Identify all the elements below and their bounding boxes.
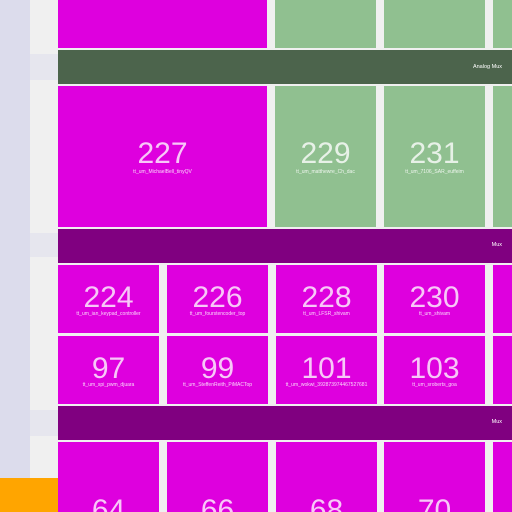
tile-project-name: tt_um_LFSR_shivam: [303, 311, 350, 317]
tile-project-name: tt_um_SteffenReith_PiMACTop: [182, 382, 253, 388]
mux-bar[interactable]: Mux: [58, 229, 512, 263]
tile-64[interactable]: 64: [58, 442, 159, 512]
tile-227[interactable]: 227 tt_um_MichaelBell_tinyQV: [58, 86, 267, 227]
tile-229[interactable]: 229 tt_um_matthewre_Ch_dac: [275, 86, 376, 227]
tile-partial-top[interactable]: [58, 0, 267, 48]
tile-231[interactable]: 231 tt_um_7106_SAR_euffeim: [384, 86, 485, 227]
tile-project-name: tt_um_sroberts_goa: [412, 382, 457, 388]
tile-number: 230: [409, 281, 460, 314]
tile-partial-right[interactable]: [493, 86, 512, 227]
tile-number: 224: [83, 281, 134, 314]
tile-103[interactable]: 103 tt_um_sroberts_goa: [384, 336, 485, 404]
tile-101[interactable]: 101 tt_um_wokwi_392873974467527681: [276, 336, 377, 404]
tile-99[interactable]: 99 tt_um_SteffenReith_PiMACTop: [167, 336, 268, 404]
tile-number: 227: [137, 137, 188, 170]
mux-label: Mux: [491, 419, 502, 425]
tile-number: 101: [301, 352, 352, 385]
tile-project-name: tt_um_ian_keypad_controller: [76, 311, 141, 317]
analog-mux-label: Analog Mux: [472, 64, 502, 70]
orange-block[interactable]: [0, 478, 58, 512]
tile-68[interactable]: 68: [276, 442, 377, 512]
tile-partial-top[interactable]: [493, 0, 512, 48]
tile-project-name: tt_um_wokwi_392873974467527681: [285, 382, 368, 388]
tile-partial-right[interactable]: [493, 442, 512, 512]
tile-number: 70: [417, 494, 452, 512]
gutter: [30, 410, 58, 436]
tile-project-name: tt_um_MichaelBell_tinyQV: [133, 169, 192, 175]
tile-project-name: tt_um_shivam: [418, 311, 451, 317]
tile-226[interactable]: 226 tt_um_fourstencoder_top: [167, 265, 268, 333]
tile-project-name: tt_um_fourstencoder_top: [189, 311, 246, 317]
tile-number: 97: [91, 352, 126, 385]
tile-230[interactable]: 230 tt_um_shivam: [384, 265, 485, 333]
tile-number: 103: [409, 352, 460, 385]
gutter: [30, 54, 58, 80]
tile-66[interactable]: 66: [167, 442, 268, 512]
tile-partial-right[interactable]: [493, 265, 512, 333]
tile-number: 231: [409, 137, 460, 170]
tile-97[interactable]: 97 tt_um_spi_pwm_djuara: [58, 336, 159, 404]
analog-mux-bar[interactable]: Analog Mux: [58, 50, 512, 84]
tile-project-name: tt_um_spi_pwm_djuara: [82, 382, 135, 388]
tile-number: 228: [301, 281, 352, 314]
tile-number: 99: [200, 352, 235, 385]
tile-224[interactable]: 224 tt_um_ian_keypad_controller: [58, 265, 159, 333]
tile-number: 68: [309, 494, 344, 512]
mux-label: Mux: [491, 242, 502, 248]
mux-bar[interactable]: Mux: [58, 406, 512, 440]
tile-project-name: tt_um_matthewre_Ch_dac: [296, 169, 355, 175]
tile-70[interactable]: 70: [384, 442, 485, 512]
tile-number: 66: [200, 494, 235, 512]
tile-partial-top[interactable]: [384, 0, 485, 48]
left-rail: [0, 0, 30, 512]
tile-partial-right[interactable]: [493, 336, 512, 404]
gutter: [30, 233, 58, 257]
tile-228[interactable]: 228 tt_um_LFSR_shivam: [276, 265, 377, 333]
tile-partial-top[interactable]: [275, 0, 376, 48]
tile-number: 226: [192, 281, 243, 314]
tile-number: 229: [300, 137, 351, 170]
tile-project-name: tt_um_7106_SAR_euffeim: [405, 169, 464, 175]
tile-number: 64: [91, 494, 126, 512]
